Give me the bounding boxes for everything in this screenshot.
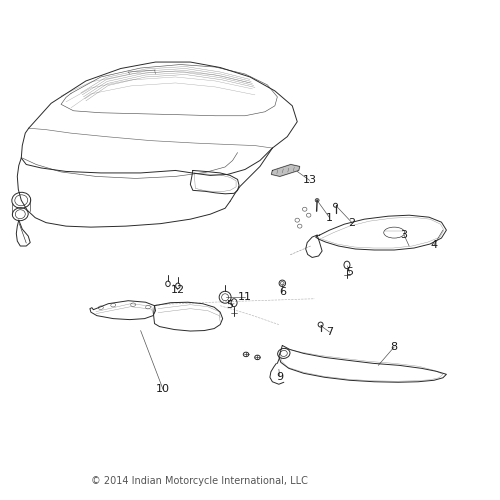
Text: 12: 12 — [171, 285, 185, 295]
Text: 4: 4 — [430, 240, 438, 250]
Text: 13: 13 — [302, 176, 316, 186]
Text: 2: 2 — [348, 218, 356, 228]
Text: 1: 1 — [326, 212, 333, 222]
Text: 6: 6 — [279, 288, 286, 298]
Text: 7: 7 — [326, 327, 333, 337]
Text: 8: 8 — [390, 342, 398, 352]
Text: 10: 10 — [156, 384, 170, 394]
Text: 5: 5 — [346, 268, 353, 278]
Text: 5: 5 — [226, 300, 234, 310]
Ellipse shape — [315, 198, 319, 202]
Text: © 2014 Indian Motorcycle International, LLC: © 2014 Indian Motorcycle International, … — [91, 476, 308, 486]
Polygon shape — [272, 164, 299, 176]
Text: 11: 11 — [238, 292, 252, 302]
Text: 9: 9 — [276, 372, 283, 382]
Text: 3: 3 — [400, 230, 407, 240]
